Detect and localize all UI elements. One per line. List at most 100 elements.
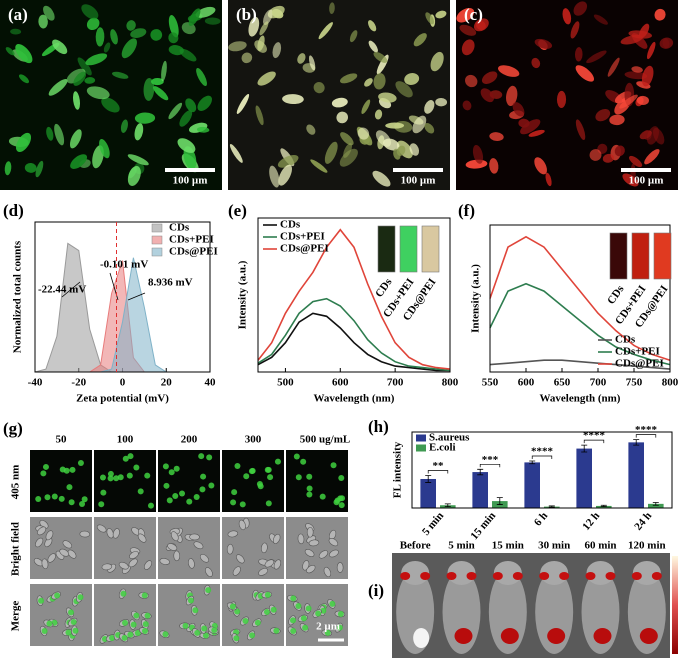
fluorescence bbox=[267, 474, 274, 481]
cell bbox=[375, 130, 392, 147]
fluorescence bbox=[77, 460, 84, 467]
cell bbox=[197, 95, 212, 111]
legend-label: CDs@PEI bbox=[280, 243, 329, 255]
x-tick-label: 40 bbox=[205, 377, 217, 389]
cell bbox=[412, 115, 427, 134]
bacterium bbox=[232, 566, 241, 576]
bacterium bbox=[173, 550, 181, 562]
bacterium bbox=[329, 549, 339, 558]
fluorescence bbox=[300, 615, 307, 622]
line bbox=[257, 297, 451, 372]
scale-label: 100 µm bbox=[173, 175, 208, 187]
cell bbox=[282, 94, 304, 105]
fluorescence bbox=[147, 502, 154, 509]
fluorescence bbox=[107, 475, 114, 482]
cell bbox=[150, 29, 163, 41]
x-tick-label: 800 bbox=[662, 377, 679, 389]
fluorescence bbox=[200, 473, 207, 480]
fluorescence bbox=[68, 499, 75, 506]
fluorescence bbox=[205, 587, 212, 594]
cell bbox=[73, 91, 81, 110]
plot-frame bbox=[34, 221, 211, 373]
cell bbox=[340, 73, 358, 84]
fluorescence bbox=[290, 595, 297, 602]
fluorescence bbox=[79, 500, 86, 507]
panel-label: (e) bbox=[228, 201, 247, 220]
row-label: 405 nm bbox=[10, 465, 22, 500]
cell bbox=[85, 53, 108, 66]
x-tick-label: 800 bbox=[442, 377, 459, 389]
significance: **** bbox=[583, 430, 606, 442]
cell bbox=[195, 6, 216, 18]
bacterium bbox=[143, 560, 152, 570]
column-label: 200 bbox=[181, 434, 198, 446]
cell bbox=[609, 114, 625, 126]
panel-label: (h) bbox=[368, 417, 389, 436]
cell bbox=[103, 42, 111, 53]
bar bbox=[524, 462, 540, 508]
legend-swatch bbox=[416, 444, 426, 452]
cell bbox=[196, 68, 207, 87]
cell bbox=[481, 71, 498, 84]
cell bbox=[528, 129, 545, 137]
fluorescence bbox=[242, 617, 249, 624]
cell bbox=[306, 124, 316, 135]
fluorescence bbox=[206, 454, 213, 461]
bacterium bbox=[273, 559, 282, 570]
fluorescence bbox=[141, 592, 148, 599]
bacterium bbox=[187, 558, 195, 569]
bacterium bbox=[205, 567, 213, 577]
fluorescence bbox=[41, 627, 48, 634]
cell bbox=[473, 18, 489, 32]
scale-label: 100 µm bbox=[401, 175, 436, 187]
legend-label: CDs+PEI bbox=[280, 231, 325, 243]
cell bbox=[66, 68, 86, 84]
cell bbox=[179, 48, 197, 62]
signal bbox=[593, 628, 612, 644]
fluorescence bbox=[295, 474, 302, 481]
cell bbox=[69, 129, 82, 149]
signal bbox=[539, 572, 550, 580]
signal bbox=[651, 572, 662, 580]
row-label: Merge bbox=[10, 601, 22, 632]
cell bbox=[636, 95, 649, 105]
cell bbox=[480, 88, 494, 103]
cell bbox=[631, 66, 643, 73]
cell bbox=[331, 97, 348, 108]
bacterium bbox=[189, 533, 200, 541]
fluorescence bbox=[72, 627, 79, 634]
error-bar bbox=[652, 502, 659, 506]
cell bbox=[236, 93, 250, 114]
bright-spot bbox=[413, 628, 430, 648]
cell bbox=[204, 17, 221, 25]
cell bbox=[404, 73, 420, 85]
cell bbox=[177, 138, 196, 153]
fluorescence bbox=[337, 610, 344, 617]
cell bbox=[313, 81, 325, 94]
cell bbox=[134, 112, 156, 124]
vial bbox=[377, 225, 396, 273]
cell bbox=[629, 155, 643, 168]
cell bbox=[52, 39, 68, 55]
cell bbox=[24, 162, 37, 173]
bacterium bbox=[236, 554, 245, 564]
cell bbox=[196, 126, 210, 133]
signal bbox=[420, 572, 431, 580]
cell bbox=[168, 102, 183, 120]
significance-bracket bbox=[479, 463, 501, 468]
fluorescence bbox=[142, 628, 149, 635]
cell bbox=[364, 78, 373, 87]
bar bbox=[576, 448, 592, 508]
x-tick-label: 650 bbox=[554, 377, 571, 389]
cell bbox=[575, 119, 586, 140]
x-tick-label: 600 bbox=[518, 377, 535, 389]
cell bbox=[161, 60, 167, 82]
scale-label: 2 µm bbox=[316, 621, 340, 633]
annotation: -0.101 mV bbox=[100, 259, 148, 271]
fluorescence bbox=[163, 482, 170, 489]
cell bbox=[168, 32, 179, 44]
bacterium bbox=[128, 558, 138, 568]
cell bbox=[395, 81, 413, 98]
cell bbox=[19, 74, 30, 84]
